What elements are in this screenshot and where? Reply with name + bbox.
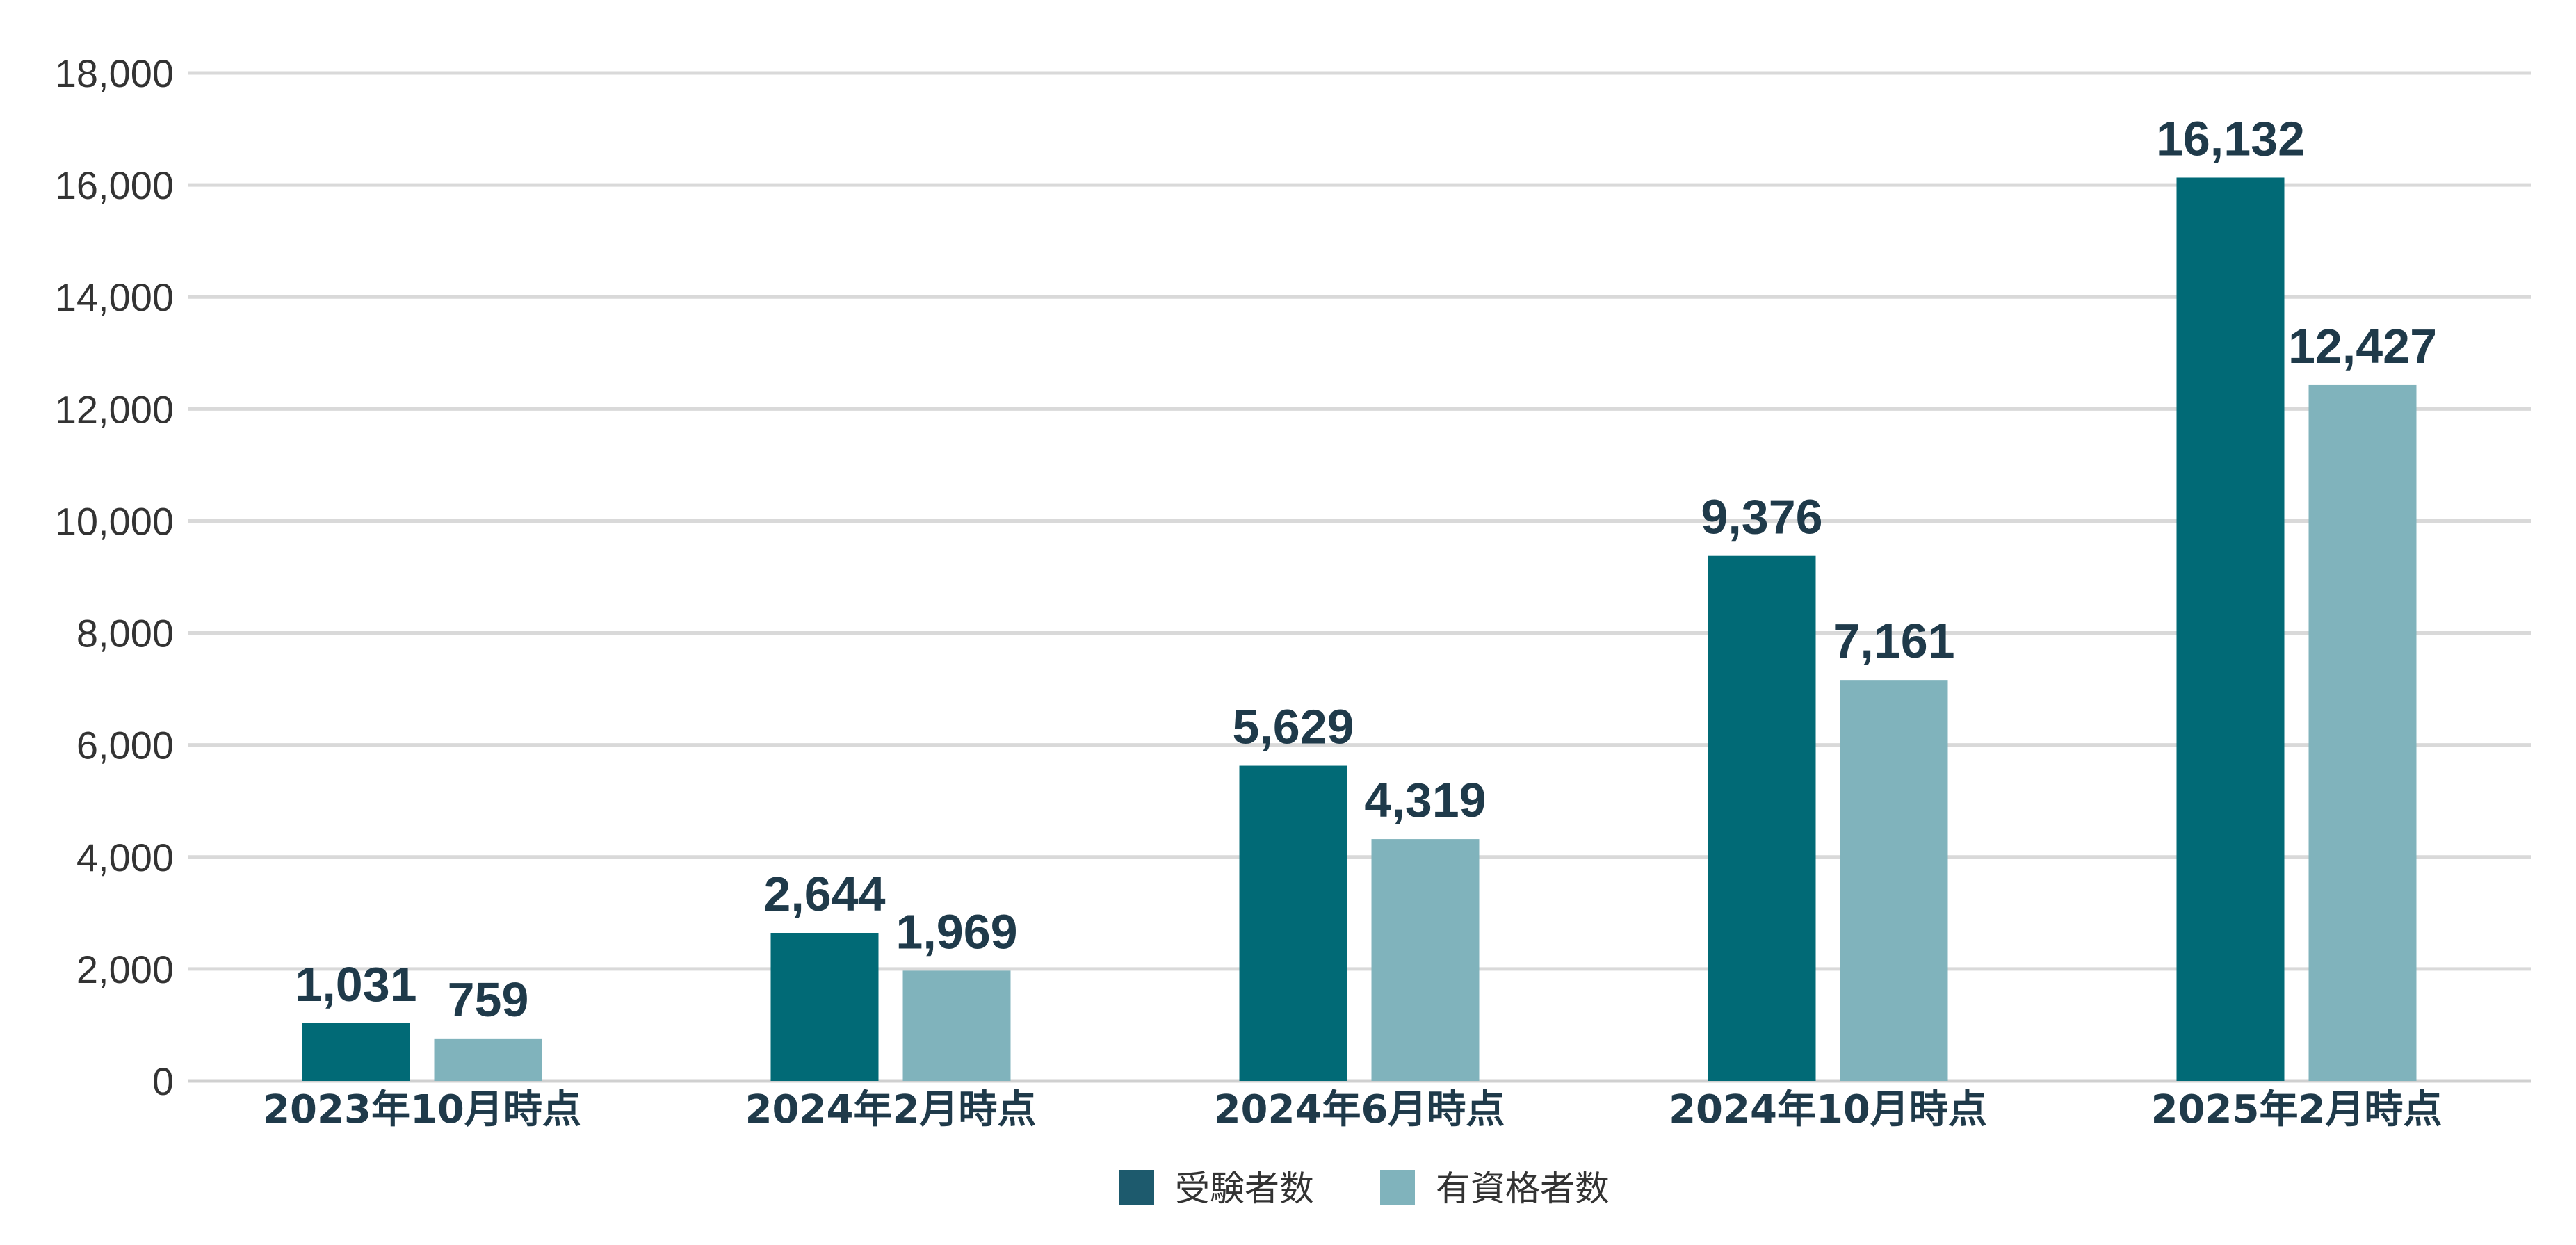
x-tick-label: 2025年2月時点 <box>2151 1087 2443 1132</box>
bar-series-1 <box>1239 765 1347 1081</box>
y-axis-ticks: 0 2,000 4,000 6,000 8,000 10,000 12,000 14,000 1… <box>55 51 174 1103</box>
bar-series-1 <box>2176 177 2285 1081</box>
legend: 受験者数 有資格者数 <box>1119 1169 1610 1209</box>
bar-series-2 <box>1371 839 1480 1081</box>
x-tick-label: 2023年10月時点 <box>263 1087 581 1132</box>
bar-series-2 <box>434 1038 542 1081</box>
x-tick-label: 2024年6月時点 <box>1214 1087 1505 1132</box>
data-label: 7,161 <box>1833 614 1954 668</box>
data-label: 759 <box>448 973 529 1027</box>
data-label: 2,644 <box>763 867 885 921</box>
y-tick-label: 18,000 <box>55 51 174 95</box>
legend-swatch-series-2 <box>1380 1170 1415 1205</box>
y-tick-label: 6,000 <box>76 724 174 767</box>
legend-label-series-2: 有資格者数 <box>1436 1169 1610 1209</box>
y-tick-label: 14,000 <box>55 275 174 319</box>
bar-series-1 <box>770 933 879 1081</box>
x-tick-label: 2024年2月時点 <box>745 1087 1037 1132</box>
data-label: 16,132 <box>2156 111 2305 165</box>
data-label: 12,427 <box>2288 319 2437 373</box>
x-axis-ticks: 2023年10月時点 2024年2月時点 2024年6月時点 2024年10月時点 20… <box>263 1087 2442 1132</box>
bar-series-2 <box>902 970 1011 1081</box>
y-tick-label: 0 <box>152 1059 174 1103</box>
y-tick-label: 12,000 <box>55 387 174 431</box>
y-tick-label: 10,000 <box>55 499 174 543</box>
grid-layer <box>188 71 2531 1083</box>
y-tick-label: 8,000 <box>76 612 174 656</box>
data-label: 1,031 <box>295 957 416 1011</box>
y-tick-label: 4,000 <box>76 836 174 879</box>
data-label: 9,376 <box>1701 490 1822 544</box>
data-label: 1,969 <box>896 904 1017 959</box>
y-tick-label: 2,000 <box>76 947 174 991</box>
bar-series-2 <box>2308 384 2417 1081</box>
data-label: 5,629 <box>1232 700 1354 754</box>
bar-series-1 <box>1708 555 1816 1081</box>
legend-swatch-series-1 <box>1119 1170 1154 1205</box>
bar-series-2 <box>1840 680 1948 1081</box>
bars-layer <box>302 177 2417 1081</box>
legend-label-series-1: 受験者数 <box>1175 1169 1314 1209</box>
x-tick-label: 2024年10月時点 <box>1669 1087 1987 1132</box>
y-tick-label: 16,000 <box>55 163 174 207</box>
bar-series-1 <box>302 1023 410 1081</box>
data-label: 4,319 <box>1364 773 1486 827</box>
